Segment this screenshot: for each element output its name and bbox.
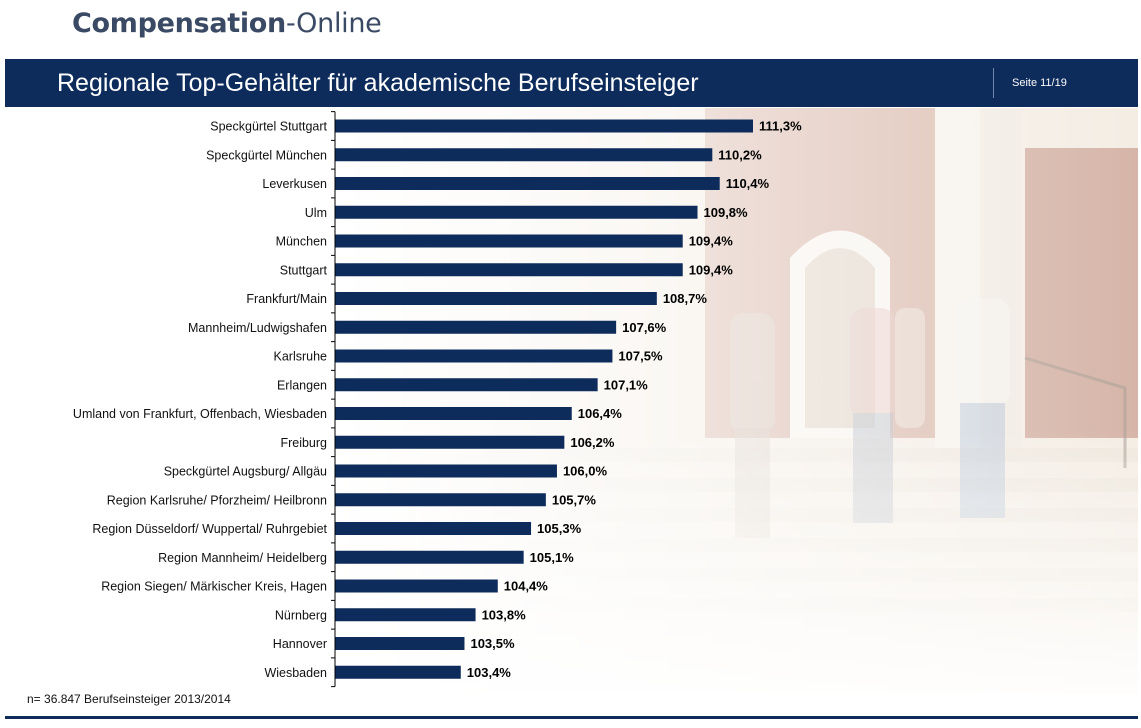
value-label: 105,7% (552, 492, 597, 507)
bar (335, 119, 753, 133)
value-label: 107,6% (622, 320, 667, 335)
brand-logo: Compensation-Online (72, 2, 382, 46)
category-labels: Speckgürtel Stuttgart Speckgürtel München… (73, 120, 328, 680)
axis-ticks (331, 111, 335, 688)
value-label: 107,1% (604, 377, 649, 392)
category-label: Region Karlsruhe/ Pforzheim/ Heilbronn (107, 493, 327, 507)
brand-part1: Compensation (72, 8, 286, 39)
value-label: 103,5% (470, 636, 515, 651)
bottom-rule (5, 716, 1138, 719)
bar (335, 263, 683, 277)
value-label: 109,4% (689, 262, 734, 277)
value-label: 105,1% (530, 550, 575, 565)
bar (335, 320, 617, 334)
value-label: 106,2% (570, 435, 615, 450)
category-label: Mannheim/Ludwigshafen (188, 321, 327, 335)
bar (335, 550, 524, 564)
value-label: 111,3% (759, 119, 802, 134)
category-label: Speckgürtel München (206, 148, 327, 162)
category-label: München (276, 235, 327, 249)
category-label: Leverkusen (262, 177, 327, 191)
category-label: Region Mannheim/ Heidelberg (158, 551, 327, 565)
category-label: Hannover (273, 637, 327, 651)
value-labels: 111,3% 110,2% 110,4% 109,8% 109,4% 109,4% 108,… (467, 119, 802, 680)
bar (335, 205, 698, 219)
category-label: Region Siegen/ Märkischer Kreis, Hagen (101, 580, 327, 594)
category-label: Stuttgart (280, 263, 328, 277)
bar (335, 464, 557, 478)
category-label: Speckgürtel Stuttgart (210, 120, 327, 134)
bars (335, 119, 753, 679)
value-label: 109,4% (689, 234, 734, 249)
category-label: Erlangen (277, 378, 327, 392)
value-label: 109,8% (704, 205, 749, 220)
bar (335, 608, 476, 622)
value-label: 108,7% (663, 291, 708, 306)
bar (335, 665, 461, 679)
bar (335, 177, 720, 190)
title-bar: Regionale Top-Gehälter für akademische B… (5, 59, 1138, 107)
category-label: Frankfurt/Main (246, 292, 327, 306)
bar (335, 522, 532, 535)
category-label: Speckgürtel Augsburg/ Allgäu (164, 465, 327, 479)
value-label: 104,4% (504, 579, 549, 594)
page-indicator: Seite 11/19 (1012, 77, 1067, 89)
bar (335, 234, 683, 248)
value-label: 107,5% (618, 349, 663, 364)
title-divider (993, 68, 994, 98)
value-label: 105,3% (537, 521, 582, 536)
category-label: Region Düsseldorf/ Wuppertal/ Ruhrgebiet (92, 522, 327, 536)
value-label: 103,4% (467, 665, 512, 680)
value-label: 110,2% (718, 147, 762, 162)
bar (335, 148, 713, 162)
value-label: 103,8% (482, 607, 527, 622)
sample-footnote: n= 36.847 Berufseinsteiger 2013/2014 (27, 692, 231, 706)
category-label: Karlsruhe (274, 350, 328, 364)
bar (335, 435, 565, 449)
bar (335, 407, 572, 420)
value-label: 106,0% (563, 464, 608, 479)
bar (335, 493, 546, 507)
value-label: 106,4% (578, 406, 623, 421)
category-label: Umland von Frankfurt, Offenbach, Wiesbad… (73, 407, 327, 421)
category-label: Nürnberg (275, 608, 327, 622)
background-photo (335, 108, 1138, 693)
bar (335, 579, 498, 593)
bar (335, 292, 657, 305)
category-label: Wiesbaden (264, 666, 327, 680)
value-label: 110,4% (726, 176, 770, 191)
category-label: Freiburg (280, 436, 327, 450)
brand-part2: -Online (285, 8, 382, 39)
category-label: Ulm (305, 206, 327, 220)
bar (335, 378, 598, 392)
page-title: Regionale Top-Gehälter für akademische B… (57, 69, 699, 97)
bar (335, 637, 465, 650)
campus-photo-illustration (335, 108, 1138, 693)
bar (335, 349, 613, 363)
